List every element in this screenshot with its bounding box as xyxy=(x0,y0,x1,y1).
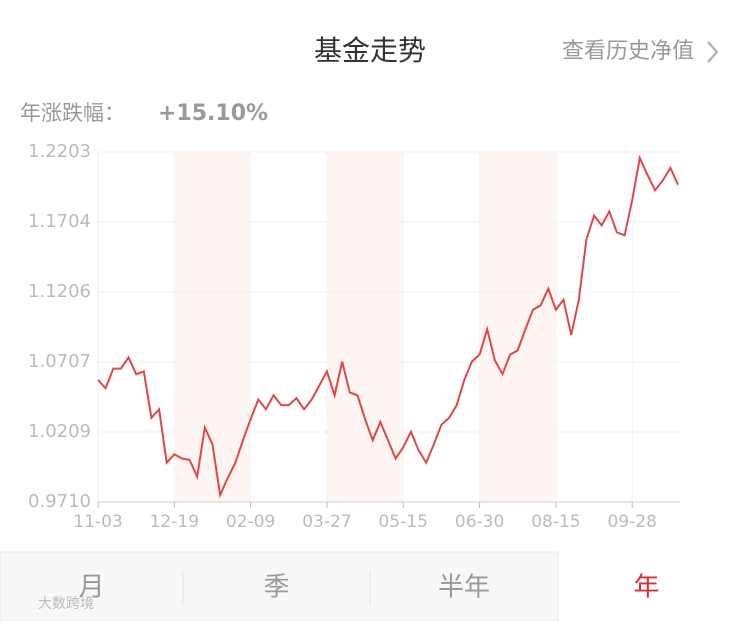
history-link[interactable]: 查看历史净值 xyxy=(562,39,694,64)
period-tab[interactable]: 季 xyxy=(263,573,289,603)
bands xyxy=(174,152,556,502)
chevron[interactable] xyxy=(707,41,719,63)
tabs: 月 季 半年 年 xyxy=(78,573,659,603)
title: 基金走势 xyxy=(314,34,426,67)
y-tick-label: 1.2203 xyxy=(28,141,91,162)
period-tab[interactable]: 半年 xyxy=(438,573,490,603)
x-tick-label: 08-15 xyxy=(531,512,580,532)
period-tab[interactable]: 月 xyxy=(78,573,104,603)
y-tick-label: 1.1704 xyxy=(28,211,91,232)
y-tick-label: 1.1206 xyxy=(28,281,91,302)
change-label: 年涨跌幅： xyxy=(20,101,125,125)
x-tick-label: 09-28 xyxy=(608,512,657,532)
shade-band xyxy=(326,152,404,502)
tab-bar xyxy=(0,551,559,621)
x-tick-label: 11-03 xyxy=(73,512,122,532)
change-value: +15.10% xyxy=(158,101,268,126)
x-tick-label: 06-30 xyxy=(455,512,504,532)
nav-line xyxy=(97,154,679,499)
shade-band xyxy=(479,152,556,502)
x-tick-label: 05-15 xyxy=(379,512,428,532)
x-tick-label: 02-09 xyxy=(226,512,275,532)
y-tick-label: 0.9710 xyxy=(28,491,91,512)
watermark: 大数跨境 xyxy=(38,596,94,612)
y-tick-label: 1.0707 xyxy=(28,351,91,372)
x-tick-label: 12-19 xyxy=(150,512,199,532)
plot: 0.9710 1.0209 1.0707 1.1206 1.1704 1.2203 11-0… xyxy=(28,141,680,532)
y-tick-label: 1.0209 xyxy=(28,421,91,442)
period-tab[interactable]: 年 xyxy=(633,573,659,603)
x-tick-label: 03-27 xyxy=(302,512,351,532)
